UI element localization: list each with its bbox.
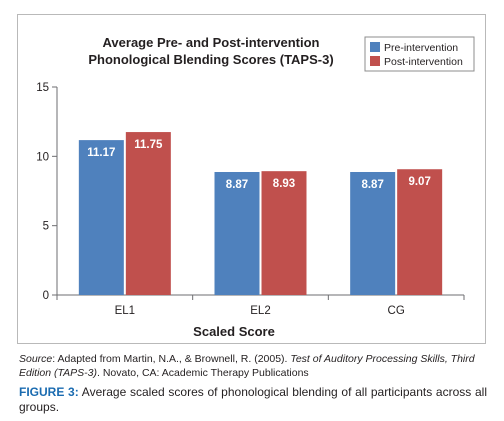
bar-post-intervention-cg <box>397 169 443 295</box>
data-label: 8.93 <box>273 178 295 190</box>
bar-post-intervention-el1 <box>125 132 171 295</box>
chart-title-line1: Average Pre- and Post-intervention <box>103 35 320 50</box>
source-text-2: . Novato, CA: Academic Therapy Publicati… <box>97 367 309 379</box>
x-tick-label: CG <box>388 305 405 317</box>
figure-caption: FIGURE 3: Average scaled scores of phono… <box>19 385 487 415</box>
legend-swatch <box>370 56 380 66</box>
legend-entry: Pre-intervention <box>384 42 458 54</box>
figure-frame: Average Pre- and Post-intervention Phono… <box>17 14 486 344</box>
source-label: Source <box>19 353 53 365</box>
source-text-1: : Adapted from Martin, N.A., & Brownell,… <box>52 353 291 365</box>
y-tick-label: 5 <box>43 221 49 233</box>
data-label: 11.17 <box>87 147 115 159</box>
bar-pre-intervention-el1 <box>78 140 124 295</box>
data-label: 11.75 <box>134 139 163 151</box>
x-axis-title: Scaled Score <box>193 324 275 339</box>
data-label: 9.07 <box>408 176 430 188</box>
bar-pre-intervention-el2 <box>214 172 260 295</box>
data-label: 8.87 <box>361 179 383 191</box>
y-tick-label: 15 <box>36 82 49 94</box>
legend-entry: Post-intervention <box>384 56 463 68</box>
x-tick-label: EL2 <box>250 305 270 317</box>
legend-box <box>364 36 475 72</box>
data-label: 8.87 <box>226 179 248 191</box>
chart-title-line2: Phonological Blending Scores (TAPS-3) <box>88 52 333 67</box>
plot-area: 0 5 10 15 11.17 11.75 EL1 8.87 8.93 EL2 8.87 9.07 CG <box>36 82 465 317</box>
caption-label: FIGURE 3: <box>19 385 79 399</box>
legend-swatch <box>370 42 380 52</box>
caption-text: Average scaled scores of phonological bl… <box>19 385 487 414</box>
bar-post-intervention-el2 <box>261 171 307 295</box>
y-tick-label: 10 <box>36 151 49 163</box>
source-note: Source: Adapted from Martin, N.A., & Bro… <box>19 352 487 380</box>
source-title: Test of Auditory Processing Skills, Thir… <box>19 353 475 379</box>
x-tick-label: EL1 <box>115 305 135 317</box>
bar-pre-intervention-cg <box>350 172 396 295</box>
y-tick-label: 0 <box>43 290 49 302</box>
bar-chart: Average Pre- and Post-intervention Phono… <box>36 35 475 339</box>
legend: Pre-intervention Post-intervention <box>364 36 475 72</box>
